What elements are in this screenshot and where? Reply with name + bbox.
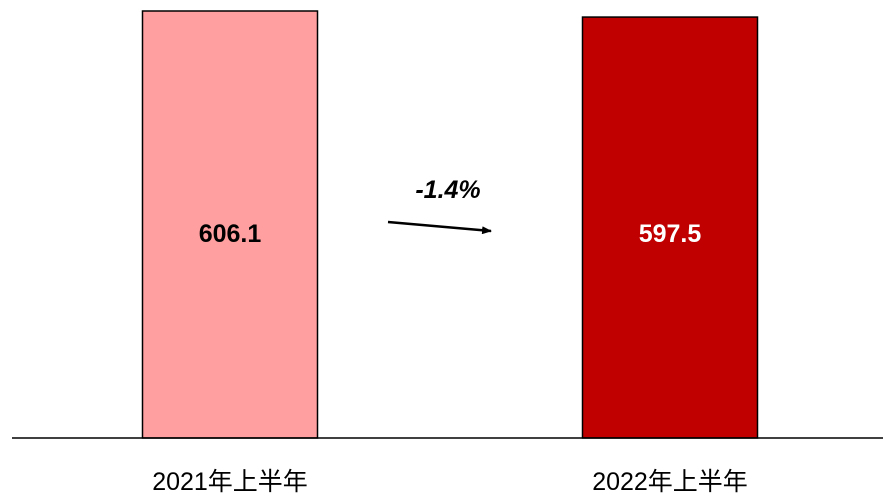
bar-value-label-2: 597.5	[639, 220, 702, 248]
change-arrow	[387, 220, 492, 235]
bar-value-label-1: 606.1	[199, 220, 262, 248]
labels-layer: 606.1 597.5	[199, 220, 702, 248]
bars-layer	[141, 10, 759, 439]
change-percent-label: -1.4%	[415, 176, 480, 204]
x-tick-label-1: 2021年上半年	[152, 468, 308, 495]
x-tick-label-2: 2022年上半年	[592, 468, 748, 495]
x-tick-labels: 2021年上半年 2022年上半年	[152, 468, 748, 496]
change-annotation: -1.4%	[387, 176, 492, 235]
bar-2	[581, 16, 759, 439]
bar-1	[141, 10, 319, 439]
